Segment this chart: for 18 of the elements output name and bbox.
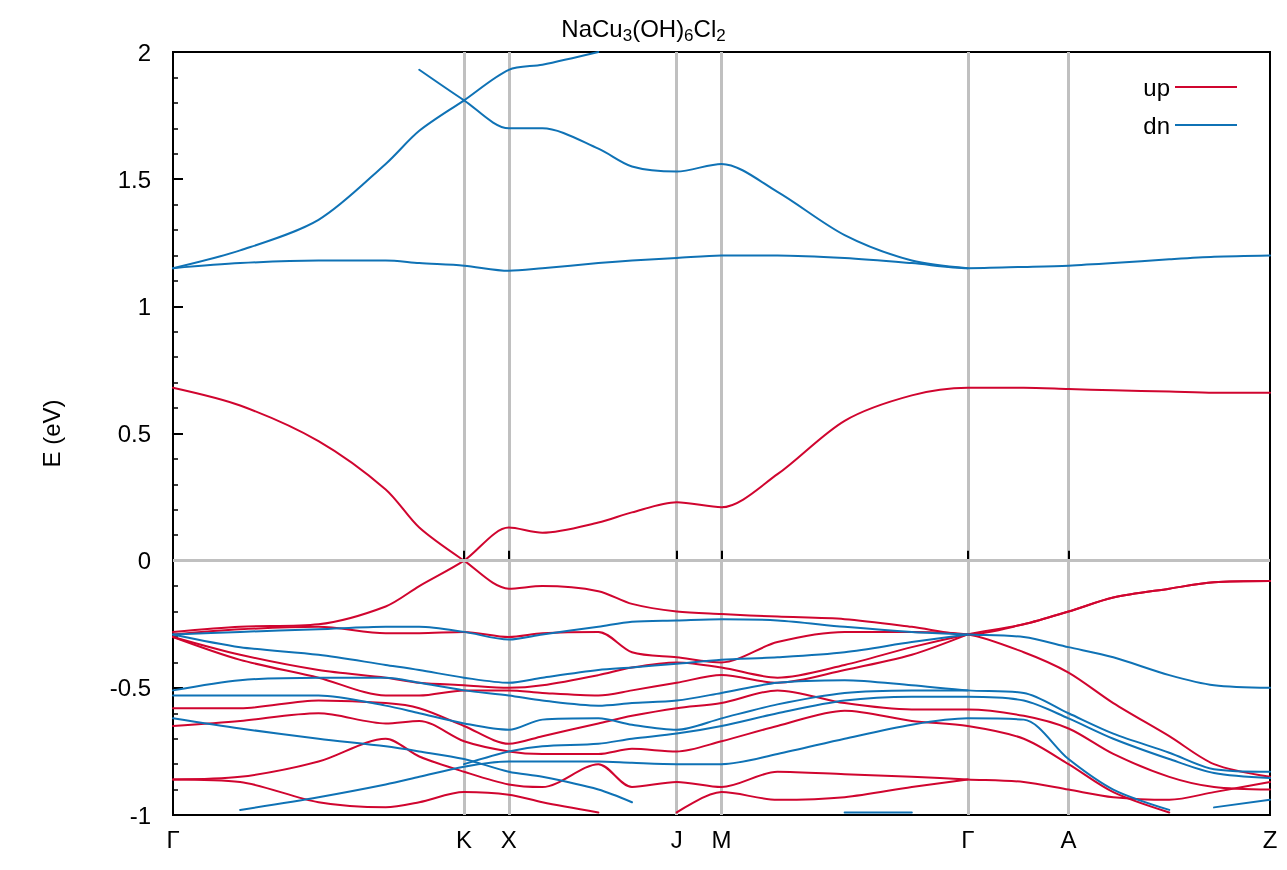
x-tick-label: Γ	[961, 825, 975, 853]
y-tick-label: 1.5	[117, 165, 151, 193]
x-tick-label: X	[500, 825, 517, 853]
y-tick-label: 1	[137, 292, 151, 320]
y-tick-label: -0.5	[109, 674, 151, 702]
y-tick-label: -1	[129, 801, 151, 829]
x-tick-label: M	[711, 825, 732, 853]
y-tick-label: 0	[137, 547, 151, 575]
x-tick-label: Γ	[166, 825, 180, 853]
y-axis-title: E (eV)	[37, 399, 65, 468]
x-tick-label: A	[1060, 825, 1077, 853]
y-tick-label: 0.5	[117, 420, 151, 447]
y-tick-label: 2	[137, 38, 151, 66]
x-tick-label: K	[456, 825, 473, 853]
legend-label: up	[1143, 73, 1170, 101]
legend-label: dn	[1143, 111, 1170, 139]
x-tick-label: J	[670, 825, 683, 853]
x-tick-label: Z	[1262, 825, 1278, 853]
